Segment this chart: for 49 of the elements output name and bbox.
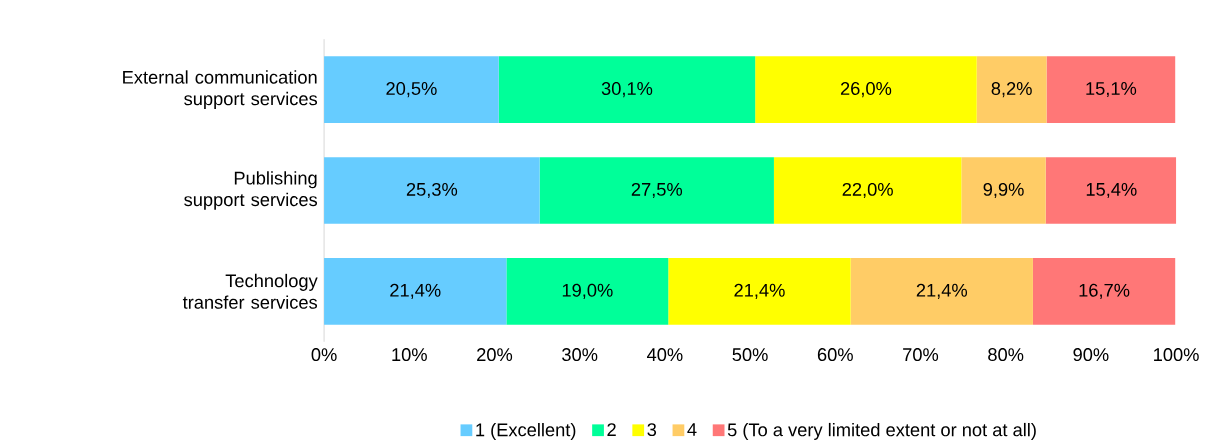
data-label: 27,5% xyxy=(631,183,683,199)
x-tick-label: 0% xyxy=(311,348,337,362)
legend-label: 2 xyxy=(607,423,616,437)
data-label: 21,4% xyxy=(390,284,441,300)
x-tick-label: 60% xyxy=(817,348,853,362)
data-label: 26,0% xyxy=(840,82,892,98)
legend-label: 4 xyxy=(687,423,697,437)
bar xyxy=(324,56,499,124)
x-tick-label: 90% xyxy=(1073,348,1109,362)
bar xyxy=(755,56,977,124)
bar xyxy=(1032,258,1176,325)
legend-label: 3 xyxy=(647,423,657,437)
data-label: 9,9% xyxy=(983,183,1024,199)
x-tick-label: 30% xyxy=(562,348,598,362)
x-tick-label: 100% xyxy=(1154,348,1199,362)
x-tick-label: 40% xyxy=(646,348,683,362)
bar xyxy=(961,157,1046,224)
bar xyxy=(1045,157,1177,224)
bar xyxy=(850,258,1033,325)
data-label: 15,1% xyxy=(1086,82,1137,98)
data-label: 25,3% xyxy=(406,183,458,199)
y-tick-label: Publishing support services xyxy=(184,171,318,210)
x-tick-label: 20% xyxy=(477,348,513,362)
x-tick-label: 80% xyxy=(988,348,1024,362)
x-tick-label: 70% xyxy=(903,348,939,362)
data-label: 22,0% xyxy=(842,183,893,199)
legend-label: 5 (To a very limited extent or not at all) xyxy=(727,423,1036,441)
y-tick-label: External communication support services xyxy=(123,70,318,110)
bar xyxy=(506,258,669,325)
y-tick-label: Technology transfer services xyxy=(182,274,318,310)
bar xyxy=(539,157,774,224)
x-tick-label: 10% xyxy=(392,348,427,362)
data-label: 30,1% xyxy=(601,82,653,98)
bar xyxy=(324,157,540,224)
data-label: 21,4% xyxy=(734,284,785,300)
data-label: 19,0% xyxy=(562,284,613,300)
data-label: 20,5% xyxy=(386,82,437,98)
bar xyxy=(668,258,851,325)
bar xyxy=(324,258,507,325)
data-label: 8,2% xyxy=(991,82,1032,98)
x-tick-label: 50% xyxy=(732,348,768,362)
data-label: 15,4% xyxy=(1086,183,1137,199)
data-label: 16,7% xyxy=(1079,284,1130,300)
data-label: 21,4% xyxy=(916,284,968,300)
bar xyxy=(498,56,756,124)
legend-label: 1 (Excellent) xyxy=(476,423,576,441)
bar xyxy=(773,157,962,224)
bar xyxy=(976,56,1047,124)
bar xyxy=(1046,56,1176,124)
